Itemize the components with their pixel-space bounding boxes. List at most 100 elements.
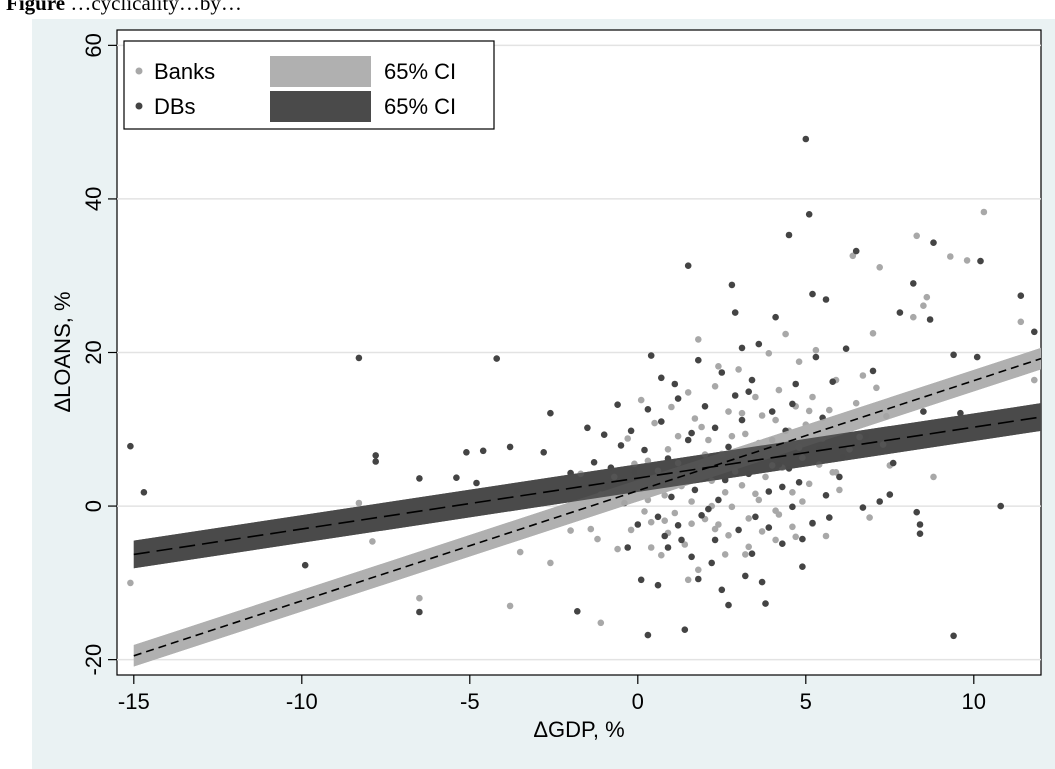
ci-band-overlay-dbs [133,403,1042,569]
point-dbs [809,290,816,298]
point-dbs [584,424,591,432]
legend-banks-marker [135,67,143,75]
x-axis-label: ΔGDP, % [533,717,624,742]
point-banks [695,566,702,574]
point-dbs [547,409,554,417]
point-banks [688,498,695,505]
caption-text: …cyclicality…by… [70,0,242,15]
point-banks [684,576,692,584]
point-banks [1017,318,1025,326]
point-banks [758,528,766,535]
point-banks [614,545,621,553]
point-dbs [950,351,957,359]
point-dbs [718,369,726,376]
legend-banks-label: Banks [154,59,215,84]
y-tick-label: 0 [81,500,106,512]
point-dbs [1031,328,1038,336]
point-banks [715,521,722,528]
point-banks [869,330,877,337]
point-dbs [473,479,480,487]
point-banks [809,393,816,401]
point-banks [745,515,752,522]
point-banks [725,408,732,415]
point-banks [789,523,796,531]
point-dbs [661,532,668,540]
point-banks [711,383,719,390]
point-banks [772,536,779,544]
legend-banks-ci-swatch [270,56,371,87]
point-dbs [886,491,894,498]
point-dbs [802,135,810,143]
point-banks [516,548,524,556]
point-dbs [731,309,739,316]
point-dbs [614,401,621,409]
point-dbs [910,280,917,287]
point-dbs [795,479,803,486]
point-banks [691,415,699,422]
point-dbs [688,553,695,561]
point-dbs [674,395,682,402]
point-dbs [779,540,786,547]
point-dbs [768,408,776,415]
point-dbs [748,376,756,384]
point-dbs [453,474,460,482]
point-dbs [691,486,699,494]
point-dbs [678,536,685,544]
point-dbs [822,296,830,303]
point-dbs [755,340,763,348]
point-banks [849,252,857,260]
point-dbs [842,345,850,353]
point-banks [715,363,722,370]
point-dbs [762,600,769,607]
point-dbs [725,601,732,609]
point-banks [772,416,779,424]
legend-banks-ci-label: 65% CI [384,59,456,84]
point-banks [688,520,695,527]
point-banks [822,532,830,540]
point-banks [664,446,672,453]
point-dbs [876,498,883,505]
legend-dbs-ci-swatch [270,91,371,122]
point-banks [695,336,702,343]
legend: Banks 65% CI DBs 65% CI [123,40,495,130]
point-banks [742,551,749,558]
point-banks [775,386,783,394]
point-dbs [916,521,924,528]
point-banks [597,619,605,627]
x-tick-label: -10 [286,689,318,714]
point-dbs [930,239,937,246]
point-dbs [772,313,779,321]
point-banks [742,430,749,438]
point-banks [876,264,883,271]
point-dbs [493,355,501,362]
point-banks [852,399,860,407]
point-banks [627,526,635,534]
x-tick-label: 0 [632,689,644,714]
point-banks [799,498,806,505]
point-dbs [926,316,934,323]
point-dbs [799,535,806,543]
point-banks [826,406,833,414]
point-dbs [765,488,773,495]
point-dbs [600,431,608,439]
point-banks [866,514,873,521]
fit-lines [133,347,1042,667]
point-banks [805,480,813,488]
point-dbs [355,354,363,362]
point-banks [963,257,971,264]
point-dbs [711,424,719,432]
point-banks [758,412,766,419]
point-dbs [705,505,712,513]
point-banks [1031,376,1038,384]
point-dbs [765,524,773,531]
point-banks [547,559,554,567]
point-banks [762,473,769,481]
point-banks [725,532,732,539]
point-dbs [684,436,692,444]
point-banks [728,503,736,511]
point-dbs [1017,292,1025,300]
point-banks [651,419,658,427]
point-dbs [624,544,631,551]
point-dbs [664,544,672,551]
